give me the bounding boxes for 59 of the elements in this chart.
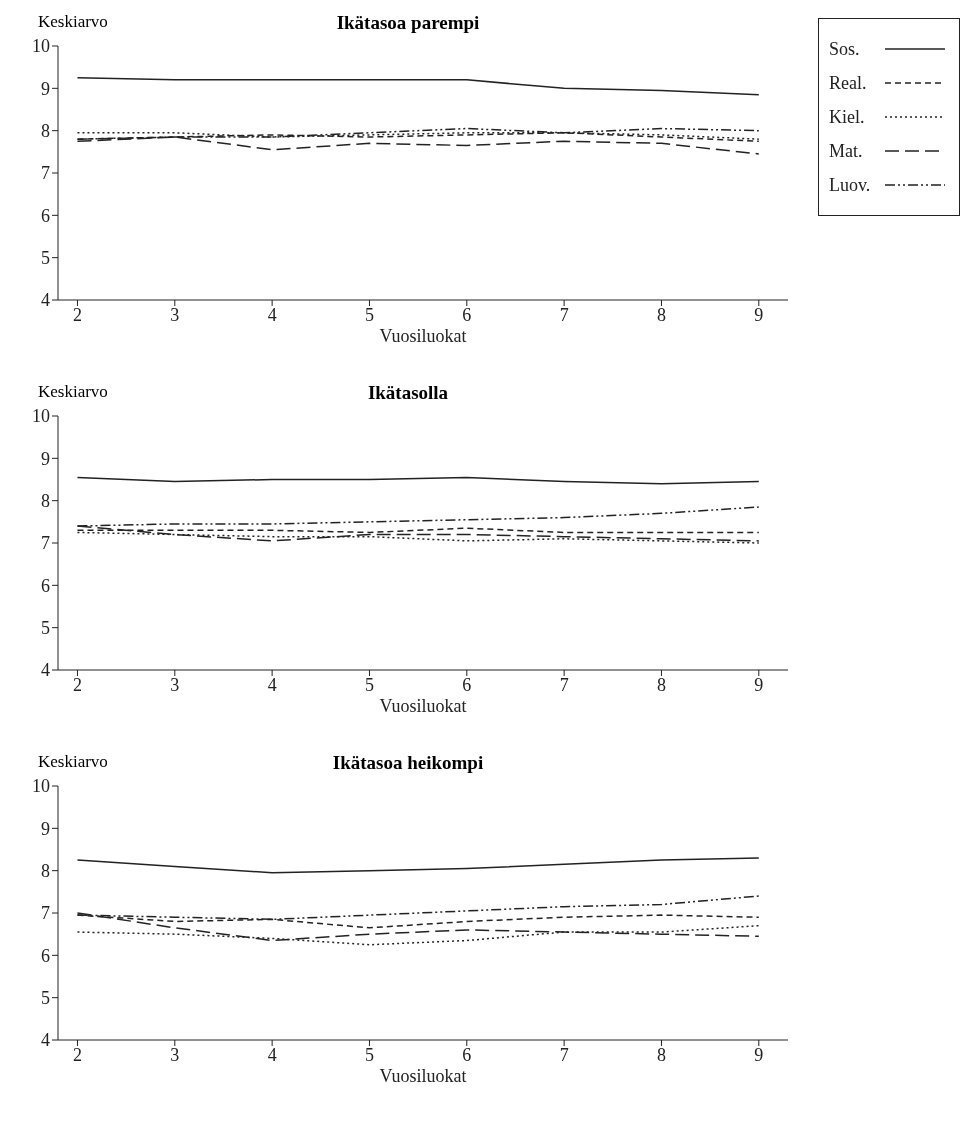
y-tick-label: 8 [41,491,50,512]
y-tick-label: 9 [41,78,50,99]
y-axis-title: Keskiarvo [38,752,108,772]
x-tick-label: 4 [267,1044,277,1065]
y-tick-label: 7 [41,533,50,554]
x-tick-label: 5 [364,674,374,695]
x-axis-title: Vuosiluokat [379,1066,467,1086]
y-tick-label: 8 [41,861,50,882]
y-tick-label: 7 [41,163,50,184]
x-tick-label: 6 [462,674,472,695]
x-tick-label: 4 [267,304,277,325]
x-tick-label: 6 [462,1044,472,1065]
x-tick-label: 3 [170,304,180,325]
x-tick-label: 9 [754,304,764,325]
x-tick-label: 2 [72,304,82,325]
chart-title: Ikätasoa heikompi [332,752,484,773]
y-tick-label: 4 [41,660,50,681]
x-tick-label: 6 [462,304,472,325]
x-tick-label: 2 [72,1044,82,1065]
x-tick-label: 3 [170,674,180,695]
x-tick-label: 8 [656,1044,666,1065]
legend-label: Real. [829,73,868,93]
y-tick-label: 5 [41,618,50,639]
y-tick-label: 6 [41,945,50,966]
y-tick-label: 4 [41,290,50,311]
legend-label: Kiel. [829,107,866,127]
x-tick-label: 4 [267,674,277,695]
chart-title: Ikätasolla [367,382,449,403]
y-tick-label: 7 [41,903,50,924]
y-tick-label: 6 [41,575,50,596]
x-tick-label: 8 [656,304,666,325]
x-tick-label: 2 [72,674,82,695]
y-axis-title: Keskiarvo [38,382,108,402]
y-tick-label: 10 [32,776,50,797]
x-tick-label: 9 [754,1044,764,1065]
y-tick-label: 5 [41,988,50,1009]
x-tick-label: 8 [656,674,666,695]
x-tick-label: 3 [170,1044,180,1065]
x-tick-label: 5 [364,1044,374,1065]
y-tick-label: 4 [41,1030,50,1051]
x-axis-title: Vuosiluokat [379,326,467,346]
y-tick-label: 10 [32,36,50,57]
legend-label: Mat. [829,141,864,161]
x-tick-label: 7 [559,674,569,695]
x-tick-label: 5 [364,304,374,325]
y-tick-label: 8 [41,121,50,142]
y-tick-label: 10 [32,406,50,427]
x-tick-label: 9 [754,674,764,695]
y-tick-label: 9 [41,448,50,469]
legend-label: Sos. [829,39,861,59]
x-axis-title: Vuosiluokat [379,696,467,716]
chart-title: Ikätasoa parempi [336,12,480,33]
x-tick-label: 7 [559,304,569,325]
y-tick-label: 9 [41,818,50,839]
y-tick-label: 5 [41,248,50,269]
y-tick-label: 6 [41,205,50,226]
legend-label: Luov. [829,175,872,195]
y-axis-title: Keskiarvo [38,12,108,32]
x-tick-label: 7 [559,1044,569,1065]
